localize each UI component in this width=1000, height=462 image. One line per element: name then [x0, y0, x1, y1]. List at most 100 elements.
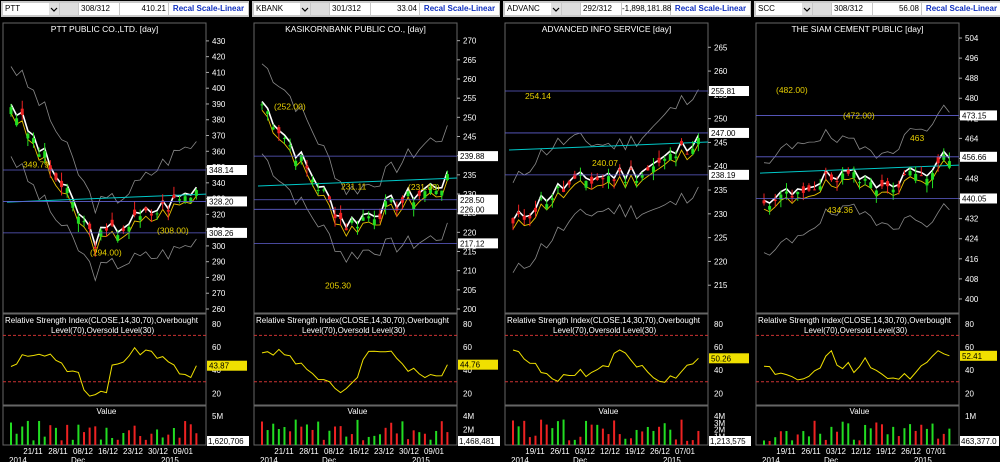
x-tick-label: 21/11 [274, 447, 294, 456]
candle-body [612, 179, 616, 182]
volume-bar [937, 438, 940, 445]
price-tick-label: 370 [212, 132, 226, 141]
rsi-tick-label: 20 [212, 389, 221, 398]
moving-average-main-line [763, 150, 951, 205]
volume-tick-label: 3M [714, 419, 725, 428]
scroll-slider[interactable] [562, 3, 580, 15]
recal-scale-button[interactable]: Recal Scale-Linear [922, 3, 1000, 15]
candle-body [511, 218, 515, 224]
candle-body [573, 173, 577, 179]
candle-body [762, 200, 766, 204]
chart-canvas[interactable]: PTT PUBLIC CO.,LTD. [day] 430 420 410 400 390… [1, 17, 249, 462]
candle-body [824, 172, 828, 174]
volume-bar [83, 432, 86, 445]
volume-bar [378, 434, 381, 445]
candle-body [869, 182, 873, 188]
price-badge: 348.14 [209, 166, 234, 175]
volume-bar [785, 431, 788, 445]
symbol-dropdown-button[interactable] [300, 3, 310, 15]
price-badge-bg [207, 227, 247, 238]
volume-bar [652, 430, 655, 445]
bar-count: 301/312 [330, 3, 370, 15]
chart-canvas[interactable]: KASIKORNBANK PUBLIC CO., [day] 270 265 260 2… [252, 17, 500, 462]
candle-body [779, 194, 783, 200]
chart-title: ADVANCED INFO SERVICE [day] [542, 24, 672, 34]
symbol-input[interactable]: ADVANC [505, 3, 551, 15]
x-tick-label: 23/12 [123, 447, 144, 456]
candle-body [773, 199, 777, 202]
price-tick-label: 290 [212, 258, 226, 267]
volume-bar [892, 426, 895, 445]
volume-tick-label: 2M [714, 426, 725, 435]
scroll-slider[interactable] [60, 3, 78, 15]
candle-body [835, 181, 839, 183]
recal-scale-button[interactable]: Recal Scale-Linear [671, 3, 750, 15]
chart-panel-scc[interactable]: SCC 308/312 56.08 Recal Scale-Linear THE… [754, 0, 1000, 462]
candle-body [121, 227, 125, 232]
volume-bar [54, 427, 57, 445]
volume-bar [184, 421, 187, 445]
volume-bar [830, 426, 833, 445]
volume-bar [133, 425, 136, 445]
volume-bar [607, 434, 610, 445]
symbol-dropdown-button[interactable] [802, 3, 812, 15]
chart-panel-advanc[interactable]: ADVANC 292/312 -1,898,181.88 Recal Scale… [503, 0, 751, 462]
volume-bar [763, 440, 765, 445]
candle-body [65, 188, 69, 194]
candle-body [316, 189, 320, 191]
rsi-line [763, 349, 950, 381]
price-badge-bg [960, 193, 997, 204]
volume-bar [122, 433, 125, 445]
symbol-dropdown-button[interactable] [49, 3, 59, 15]
volume-bar [94, 426, 97, 445]
rsi-tick-label: 60 [463, 343, 472, 352]
volume-bar [10, 422, 12, 445]
volume-bar [942, 433, 945, 445]
price-pane-frame [755, 22, 960, 314]
candle-body [271, 127, 275, 130]
candle-body [807, 185, 811, 191]
price-annotation: (252.00) [274, 102, 306, 112]
volume-bar [261, 421, 263, 445]
symbol-dropdown-button[interactable] [551, 3, 561, 15]
recal-scale-button[interactable]: Recal Scale-Linear [420, 3, 499, 15]
price-tick-label: 245 [463, 133, 477, 142]
symbol-input[interactable]: KBANK [254, 3, 300, 15]
volume-bar [697, 430, 700, 445]
volume-badge-bg [458, 436, 500, 446]
candle-body [680, 141, 684, 145]
chart-panel-kbank[interactable]: KBANK 301/312 33.04 Recal Scale-Linear K… [252, 0, 500, 462]
price-tick-label: 420 [212, 53, 226, 62]
symbol-input[interactable]: SCC [756, 3, 802, 15]
price-tick-label: 408 [965, 275, 979, 284]
volume-bar [658, 426, 661, 445]
price-tick-label: 448 [965, 175, 979, 184]
chart-canvas[interactable]: THE SIAM CEMENT PUBLIC [day] 504 496 488 480… [754, 17, 999, 462]
volume-bar [897, 436, 900, 445]
price-tick-label: 496 [965, 54, 979, 63]
symbol-input[interactable]: PTT [3, 3, 49, 15]
volume-bar [289, 431, 292, 445]
volume-bar [774, 437, 777, 445]
rsi-label: Relative Strength Index(CLOSE,14,30,70),… [507, 316, 701, 325]
volume-bar [60, 440, 63, 445]
candle-body [796, 191, 800, 195]
scroll-slider[interactable] [813, 3, 831, 15]
recal-scale-button[interactable]: Recal Scale-Linear [169, 3, 248, 15]
price-annotation: (308.00) [157, 225, 189, 235]
candle-body [691, 148, 695, 154]
candle-body [37, 154, 41, 157]
volume-bar [802, 431, 805, 445]
scroll-slider[interactable] [311, 3, 329, 15]
candle-body [116, 235, 120, 241]
bollinger-upper-line [10, 66, 197, 215]
price-tick-label: 260 [714, 67, 728, 76]
chart-panel-ptt[interactable]: PTT 308/312 410.21 Recal Scale-Linear PT… [1, 0, 249, 462]
volume-bar [807, 436, 810, 445]
chart-canvas[interactable]: ADVANCED INFO SERVICE [day]2652602552502… [503, 17, 751, 462]
volume-bar [573, 439, 576, 445]
candle-body [522, 215, 526, 220]
price-tick-label: 200 [463, 305, 477, 314]
volume-badge: 1,468,481 [459, 437, 495, 446]
volume-bar [686, 440, 689, 445]
